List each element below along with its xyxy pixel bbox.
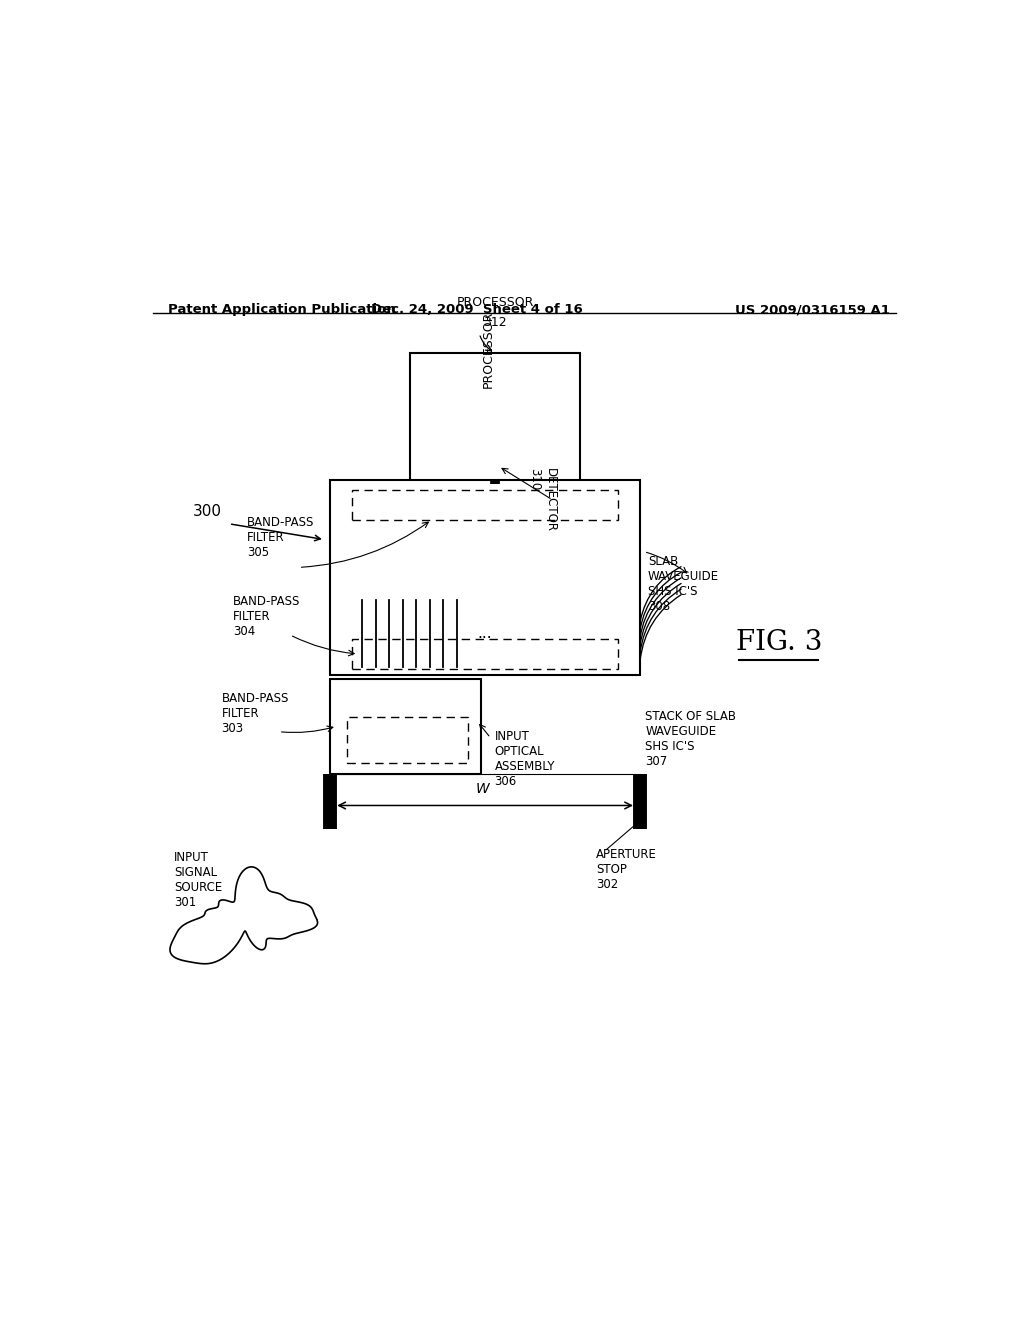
Text: PROCESSOR: PROCESSOR <box>482 310 495 388</box>
Bar <box>352 490 617 520</box>
Text: PROCESSOR: PROCESSOR <box>457 297 534 309</box>
Text: BAND-PASS
FILTER
304: BAND-PASS FILTER 304 <box>232 595 300 638</box>
Bar <box>347 717 468 763</box>
Text: INPUT
SIGNAL
SOURCE
301: INPUT SIGNAL SOURCE 301 <box>174 850 222 908</box>
Text: US 2009/0316159 A1: US 2009/0316159 A1 <box>735 304 890 315</box>
Text: STACK OF SLAB
WAVEGUIDE
SHS IC'S
307: STACK OF SLAB WAVEGUIDE SHS IC'S 307 <box>645 710 736 768</box>
Text: BAND-PASS
FILTER
303: BAND-PASS FILTER 303 <box>221 692 289 735</box>
Bar <box>331 678 481 774</box>
Text: Dec. 24, 2009  Sheet 4 of 16: Dec. 24, 2009 Sheet 4 of 16 <box>372 304 583 315</box>
Text: FIG. 3: FIG. 3 <box>735 630 822 656</box>
Bar <box>410 354 581 484</box>
Text: BAND-PASS
FILTER
305: BAND-PASS FILTER 305 <box>247 516 314 558</box>
Text: DETECTOR
310: DETECTOR 310 <box>528 469 557 532</box>
Text: INPUT
OPTICAL
ASSEMBLY
306: INPUT OPTICAL ASSEMBLY 306 <box>495 730 555 788</box>
Polygon shape <box>170 867 317 964</box>
Text: SLAB
WAVEGUIDE
SHS IC'S
308: SLAB WAVEGUIDE SHS IC'S 308 <box>648 556 719 614</box>
Bar <box>331 480 640 675</box>
Text: 312: 312 <box>483 317 507 329</box>
Text: Patent Application Publication: Patent Application Publication <box>168 304 395 315</box>
Bar <box>352 639 617 669</box>
Text: W: W <box>476 781 489 796</box>
Text: ...: ... <box>477 626 492 642</box>
Text: 300: 300 <box>194 504 222 519</box>
Text: APERTURE
STOP
302: APERTURE STOP 302 <box>596 847 657 891</box>
